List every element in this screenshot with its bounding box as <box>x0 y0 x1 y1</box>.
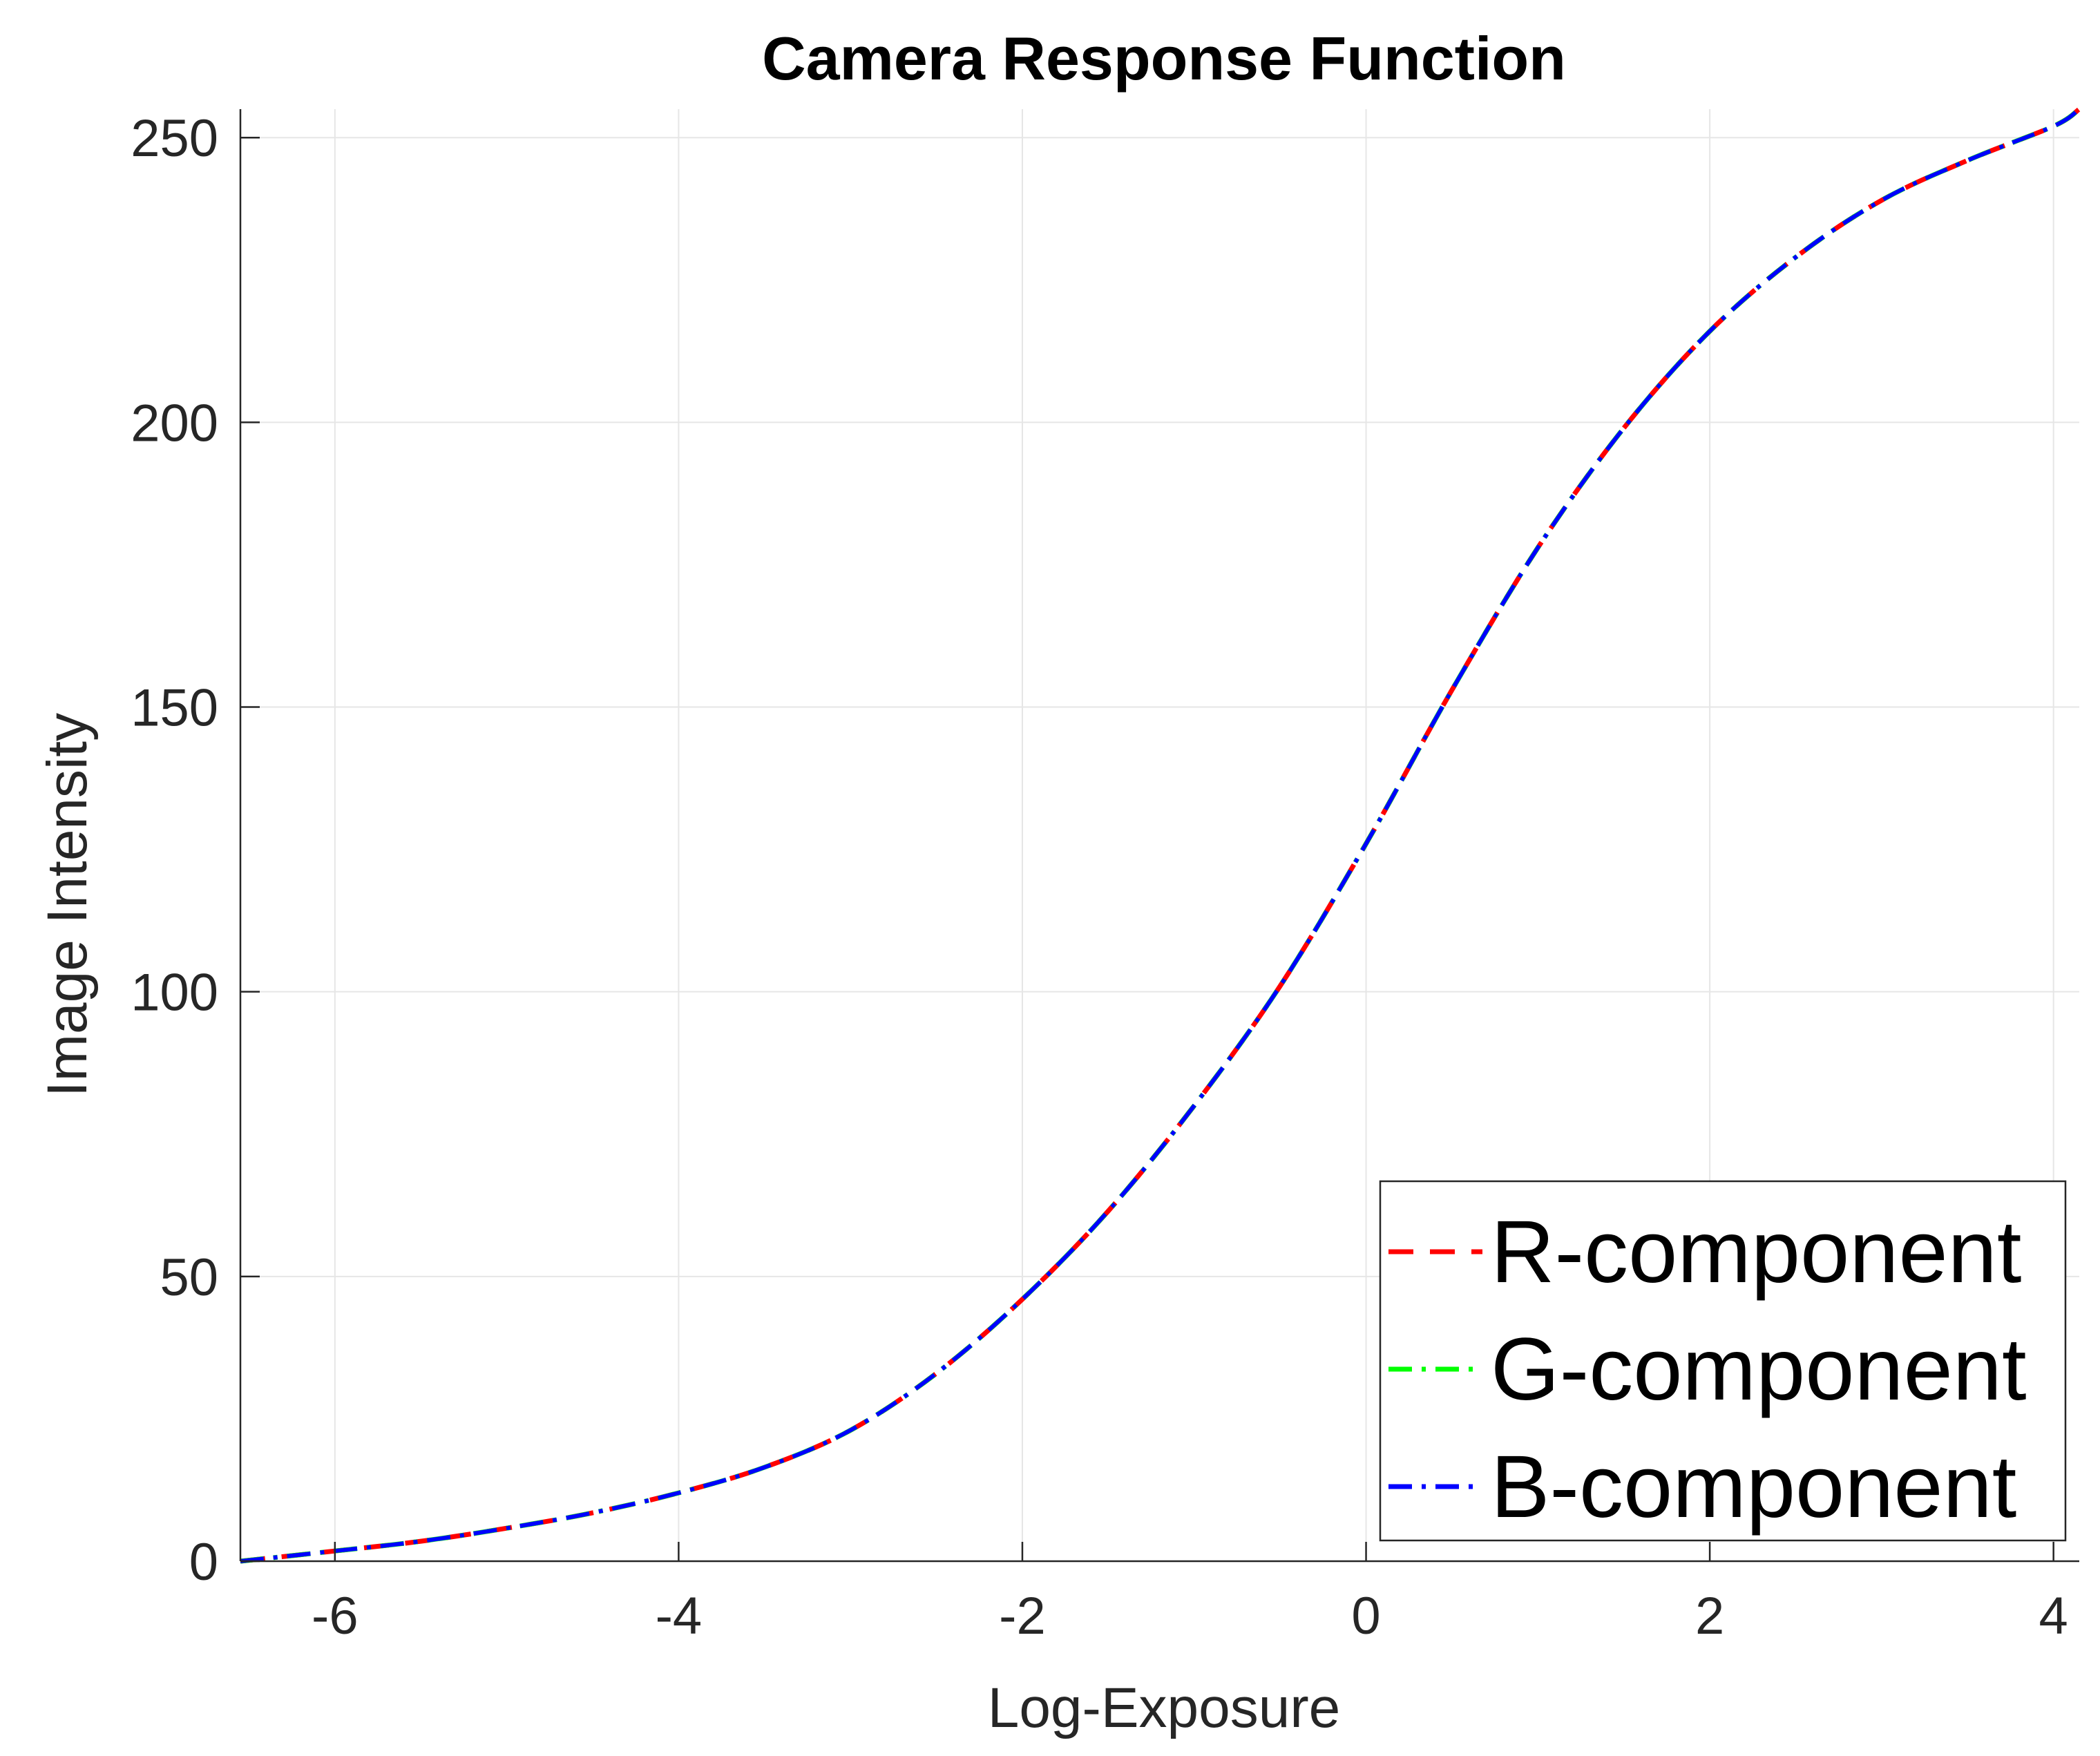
x-axis-label: Log-Exposure <box>988 1677 1341 1739</box>
ticks-layer: -6 -4 -2 0 2 4 0 50 100 150 200 250 <box>131 109 2068 1645</box>
y-tick-label: 0 <box>189 1533 218 1592</box>
x-tick-label: -2 <box>999 1587 1046 1645</box>
series-layer <box>240 107 2081 1564</box>
axes-layer <box>239 109 2079 1563</box>
x-tick-label: 4 <box>2039 1587 2068 1645</box>
legend-label: B-component <box>1491 1438 2016 1536</box>
series-line-b-component <box>240 107 2081 1563</box>
legend-label: R-component <box>1491 1203 2021 1301</box>
x-tick-label: 0 <box>1351 1587 1380 1645</box>
legend: R-component G-component B-component <box>1379 1180 2067 1542</box>
x-tick-label: -6 <box>312 1587 359 1645</box>
x-tick-label: -4 <box>656 1587 703 1645</box>
legend-label: G-component <box>1491 1320 2027 1419</box>
y-tick-label: 100 <box>131 964 218 1022</box>
y-tick-label: 200 <box>131 394 218 452</box>
y-tick-label: 50 <box>160 1248 218 1307</box>
legend-box <box>1379 1180 2067 1542</box>
y-tick-label: 150 <box>131 679 218 738</box>
y-tick-label: 250 <box>131 109 218 168</box>
chart-title: Camera Response Function <box>762 24 1566 93</box>
y-axis-label: Image Intensity <box>36 713 99 1097</box>
x-tick-label: 2 <box>1695 1587 1724 1645</box>
